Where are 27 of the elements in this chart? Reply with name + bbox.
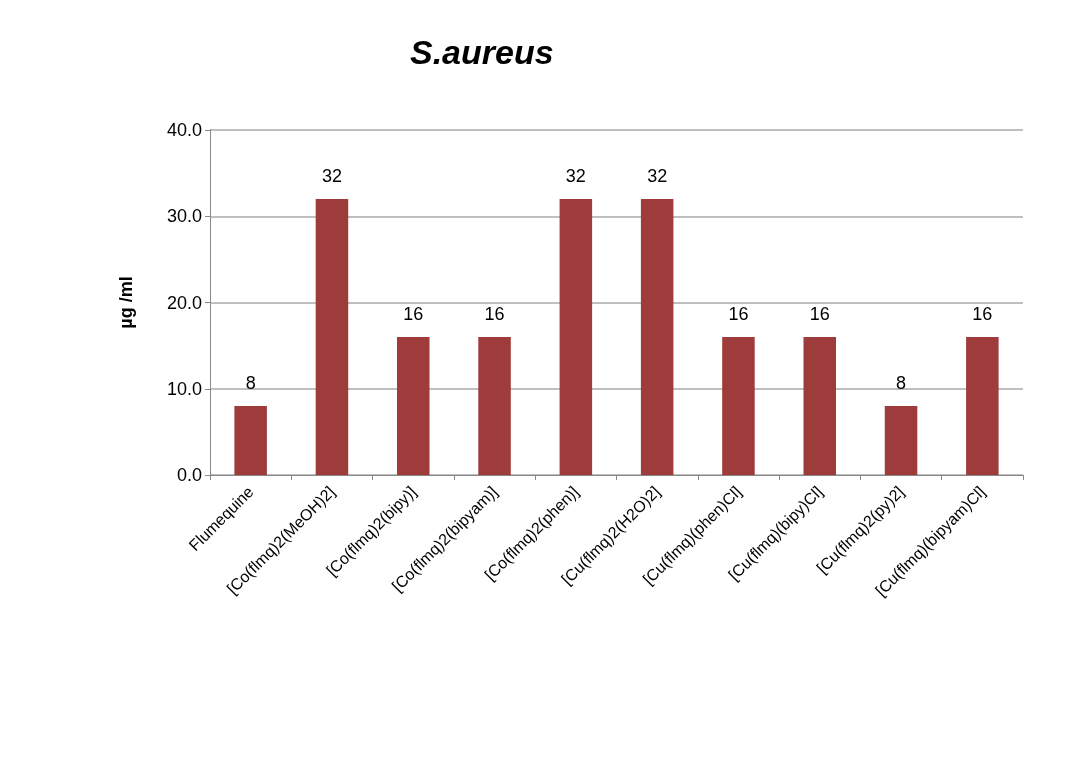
y-tick-label: 10.0 bbox=[166, 378, 202, 399]
y-tick-label: 30.0 bbox=[166, 206, 202, 227]
y-tick-label: 0.0 bbox=[176, 465, 202, 485]
data-label: 8 bbox=[245, 373, 256, 393]
chart-title: S.aureus bbox=[410, 33, 554, 71]
bar bbox=[234, 406, 267, 475]
data-label: 16 bbox=[972, 304, 993, 324]
bar bbox=[559, 199, 593, 475]
data-label: 16 bbox=[403, 304, 424, 324]
data-label: 32 bbox=[647, 166, 668, 186]
bar bbox=[315, 199, 349, 475]
bar bbox=[478, 337, 511, 475]
data-label: 16 bbox=[728, 304, 749, 324]
bar bbox=[396, 337, 430, 475]
y-tick-label: 20.0 bbox=[166, 292, 202, 313]
data-label: 32 bbox=[565, 166, 586, 186]
data-label: 32 bbox=[321, 166, 342, 186]
y-tick-label: 40.0 bbox=[166, 120, 202, 140]
bar bbox=[722, 337, 755, 475]
y-axis-title: µg /ml bbox=[116, 276, 136, 329]
data-label: 16 bbox=[809, 304, 830, 324]
bar bbox=[966, 337, 999, 475]
data-label: 16 bbox=[484, 304, 505, 324]
bar bbox=[640, 199, 674, 475]
data-label: 8 bbox=[896, 373, 907, 393]
bar bbox=[884, 406, 918, 475]
bar bbox=[803, 337, 837, 475]
